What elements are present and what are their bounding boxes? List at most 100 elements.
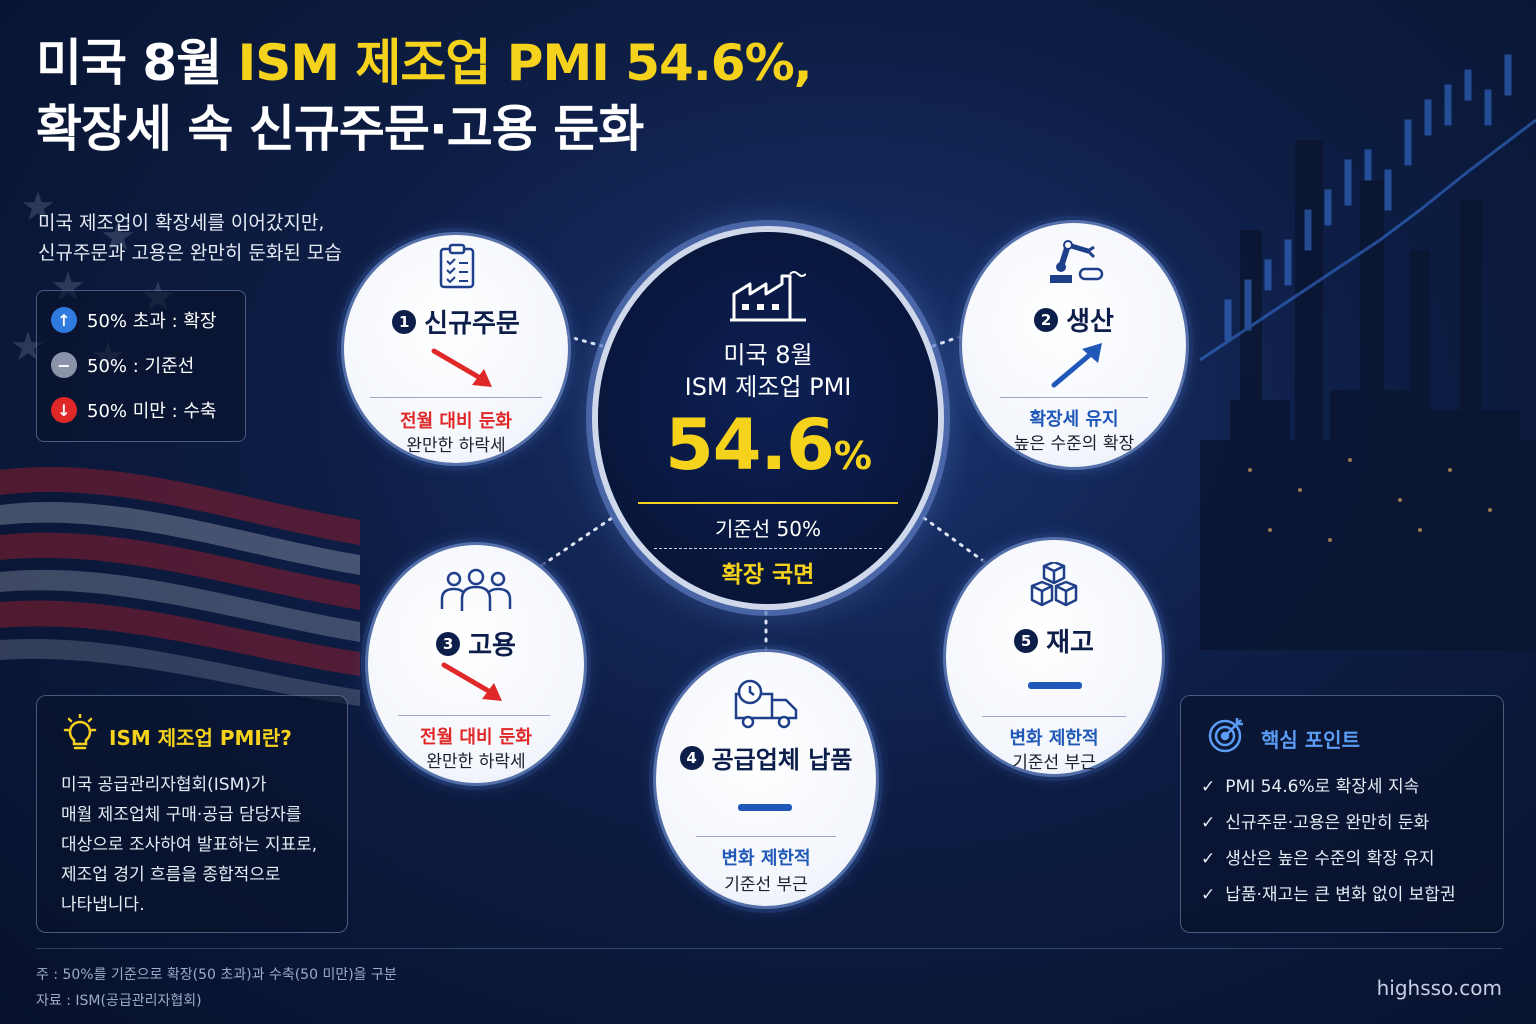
pmi-value: 54.6%: [598, 404, 938, 486]
card-description: 높은 수준의 확장: [1013, 434, 1135, 454]
minus-icon: −: [51, 352, 77, 378]
title-line2: 확장세 속 신규주문·고용 둔화: [36, 100, 644, 158]
card-new-orders: 1 신규주문 전월 대비 둔화 완만한 하락세: [344, 235, 568, 463]
delivery-truck-icon: [734, 679, 798, 729]
card-number: 4: [679, 745, 704, 770]
card-supplier-deliveries: 4 공급업체 납품 변화 제한적 기준선 부근: [656, 652, 876, 906]
card-divider: [982, 716, 1126, 717]
people-icon: [440, 568, 512, 611]
center-pmi-circle: 미국 8월 ISM 제조업 PMI 54.6% 기준선 50% 확장 국면: [598, 232, 938, 604]
card-number: 5: [1014, 628, 1039, 653]
center-baseline: 기준선 50%: [714, 517, 821, 541]
center-label-month: 미국 8월: [723, 341, 813, 369]
subtitle-line2: 신규주문과 고용은 완만히 둔화된 모습: [38, 242, 342, 264]
key-point-text: 생산은 높은 수준의 확장 유지: [1225, 849, 1435, 869]
legend-item-expansion: ↑ 50% 초과 : 확장: [51, 307, 216, 333]
info-line: 매월 제조업체 구매·공급 담당자를: [61, 805, 302, 825]
footer-divider: [36, 948, 1502, 949]
card-title: 3 고용: [368, 625, 584, 662]
flat-trend-icon: [1028, 682, 1082, 689]
center-phase: 확장 국면: [721, 562, 815, 588]
flag-art: [0, 466, 360, 706]
site-watermark: highsso.com: [1376, 976, 1502, 1000]
arrow-down-trend-icon: [441, 662, 502, 701]
info-title: ISM 제조업 PMI란?: [109, 726, 292, 750]
card-description: 완만한 하락세: [406, 436, 506, 456]
card-status: 변화 제한적: [1009, 728, 1099, 749]
card-title-text: 고용: [468, 631, 516, 661]
check-icon: ✓: [1201, 777, 1216, 797]
subtitle: 미국 제조업이 확장세를 이어갔지만, 신규주문과 고용은 완만히 둔화된 모습: [38, 208, 342, 268]
key-point-item: ✓ PMI 54.6%로 확장세 지속: [1201, 772, 1419, 797]
card-status: 전월 대비 둔화: [400, 411, 512, 432]
legend-label: 50% 초과 : 확장: [87, 311, 217, 332]
key-point-item: ✓ 생산은 높은 수준의 확장 유지: [1201, 844, 1435, 869]
card-title: 2 생산: [962, 301, 1186, 338]
card-number: 1: [392, 309, 417, 334]
card-status: 확장세 유지: [1029, 409, 1119, 430]
info-line: 제조업 경기 흐름을 종합적으로: [61, 865, 281, 885]
info-line: 미국 공급관리자협회(ISM)가: [61, 775, 267, 795]
pmi-unit: %: [833, 434, 872, 478]
legend-label: 50% : 기준선: [87, 356, 195, 377]
check-icon: ✓: [1201, 849, 1216, 869]
center-dashed-divider: [654, 548, 882, 549]
card-inventories: 5 재고 변화 제한적 기준선 부근: [946, 540, 1162, 774]
footnote: 주 : 50%를 기준으로 확장(50 초과)과 수축(50 미만)을 구분: [36, 967, 397, 983]
factory-icon: [730, 271, 806, 322]
card-title: 5 재고: [946, 622, 1162, 659]
arrow-down-trend-icon: [431, 348, 492, 387]
card-title-text: 공급업체 납품: [711, 746, 853, 774]
robot-arm-icon: [1050, 240, 1104, 283]
info-line: 나타냅니다.: [61, 895, 145, 915]
card-description: 완만한 하락세: [426, 752, 526, 772]
card-divider: [1000, 397, 1148, 398]
card-title: 1 신규주문: [344, 303, 568, 340]
legend-item-contraction: ↓ 50% 미만 : 수축: [51, 397, 216, 423]
check-icon: ✓: [1201, 813, 1216, 833]
card-divider: [370, 397, 542, 398]
target-icon: [1208, 718, 1243, 753]
card-production: 2 생산 확장세 유지 높은 수준의 확장: [962, 223, 1186, 467]
card-title-text: 생산: [1066, 307, 1114, 337]
flat-trend-icon: [738, 804, 792, 811]
subtitle-line1: 미국 제조업이 확장세를 이어갔지만,: [38, 212, 325, 234]
key-points-title: 핵심 포인트: [1261, 728, 1360, 752]
card-status: 전월 대비 둔화: [420, 727, 532, 748]
candlestick-art: [1199, 54, 1536, 362]
arrow-up-icon: ↑: [51, 307, 77, 333]
card-divider: [696, 836, 836, 837]
card-title: 4 공급업체 납품: [656, 740, 876, 775]
center-label-index: ISM 제조업 PMI: [684, 373, 852, 401]
card-employment: 3 고용 전월 대비 둔화 완만한 하락세: [368, 545, 584, 783]
title-line1-highlight: ISM 제조업 PMI 54.6%,: [237, 34, 813, 92]
boxes-icon: [1030, 562, 1078, 607]
info-line: 대상으로 조사하여 발표하는 지표로,: [61, 835, 318, 855]
key-points-box: 핵심 포인트 ✓ PMI 54.6%로 확장세 지속 ✓ 신규주문·고용은 완만히 …: [1180, 695, 1504, 933]
info-box: ISM 제조업 PMI란? 미국 공급관리자협회(ISM)가 매월 제조업체 구…: [36, 695, 348, 933]
legend-label: 50% 미만 : 수축: [87, 401, 217, 422]
card-number: 2: [1034, 307, 1059, 332]
card-description: 기준선 부근: [724, 875, 808, 895]
key-point-text: 신규주문·고용은 완만히 둔화: [1225, 813, 1430, 833]
refinery-art: [1200, 140, 1536, 650]
refinery-lights: [1248, 458, 1492, 542]
info-body: 미국 공급관리자협회(ISM)가 매월 제조업체 구매·공급 담당자를 대상으로…: [61, 770, 317, 920]
arrow-down-icon: ↓: [51, 397, 77, 423]
card-title-text: 신규주문: [424, 309, 520, 339]
check-icon: ✓: [1201, 885, 1216, 905]
key-point-item: ✓ 신규주문·고용은 완만히 둔화: [1201, 808, 1429, 833]
source-note: 자료 : ISM(공급관리자협회): [36, 993, 202, 1009]
key-point-item: ✓ 납품·재고는 큰 변화 없이 보합권: [1201, 880, 1456, 905]
card-number: 3: [436, 631, 461, 656]
clipboard-icon: [439, 243, 475, 289]
title-line1-white: 미국 8월: [36, 34, 238, 92]
card-status: 변화 제한적: [721, 848, 811, 869]
legend-box: ↑ 50% 초과 : 확장 − 50% : 기준선 ↓ 50% 미만 : 수축: [36, 290, 246, 442]
card-title-text: 재고: [1046, 628, 1094, 658]
key-point-text: 납품·재고는 큰 변화 없이 보합권: [1225, 885, 1456, 905]
legend-item-baseline: − 50% : 기준선: [51, 352, 194, 378]
center-divider: [638, 502, 898, 504]
card-description: 기준선 부근: [1012, 753, 1096, 773]
arrow-up-trend-icon: [1051, 343, 1102, 388]
